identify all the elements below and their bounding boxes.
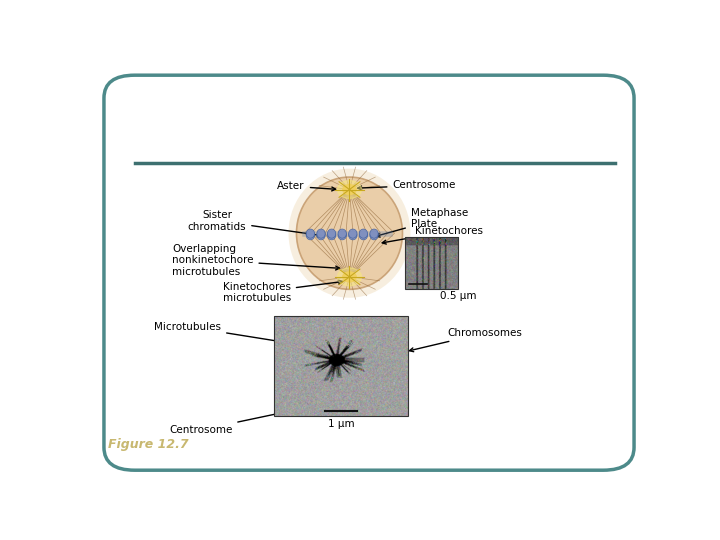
Text: Microtubules: Microtubules: [154, 322, 300, 346]
Ellipse shape: [317, 229, 325, 238]
Text: Aster: Aster: [277, 181, 336, 191]
Text: 1 µm: 1 µm: [328, 418, 354, 429]
FancyBboxPatch shape: [104, 75, 634, 470]
Text: Figure 12.7: Figure 12.7: [108, 437, 189, 450]
Circle shape: [343, 185, 356, 194]
Ellipse shape: [306, 229, 315, 238]
Ellipse shape: [328, 231, 336, 240]
Ellipse shape: [317, 231, 325, 240]
Circle shape: [338, 268, 361, 286]
Text: Sister
chromatids: Sister chromatids: [188, 210, 321, 237]
Text: Kinetochores
microtubules: Kinetochores microtubules: [222, 280, 343, 303]
Circle shape: [343, 272, 356, 282]
Ellipse shape: [348, 231, 357, 240]
Ellipse shape: [289, 168, 410, 298]
Text: Centrosome: Centrosome: [358, 180, 456, 191]
Text: Centrosome: Centrosome: [169, 409, 295, 435]
Ellipse shape: [297, 177, 402, 289]
Ellipse shape: [359, 231, 368, 240]
Ellipse shape: [348, 229, 357, 238]
Ellipse shape: [328, 229, 336, 238]
Text: 0.5 µm: 0.5 µm: [440, 291, 476, 301]
Text: Overlapping
nonkinetochore
microtubules: Overlapping nonkinetochore microtubules: [172, 244, 340, 277]
Ellipse shape: [370, 229, 378, 238]
Ellipse shape: [338, 229, 346, 238]
Ellipse shape: [306, 231, 315, 240]
Ellipse shape: [338, 231, 346, 240]
Circle shape: [338, 180, 361, 199]
Text: Chromosomes: Chromosomes: [410, 328, 522, 352]
Text: Kinetochores: Kinetochores: [382, 226, 482, 244]
Text: Metaphase
Plate: Metaphase Plate: [376, 208, 468, 237]
Ellipse shape: [359, 229, 368, 238]
Ellipse shape: [370, 231, 378, 240]
